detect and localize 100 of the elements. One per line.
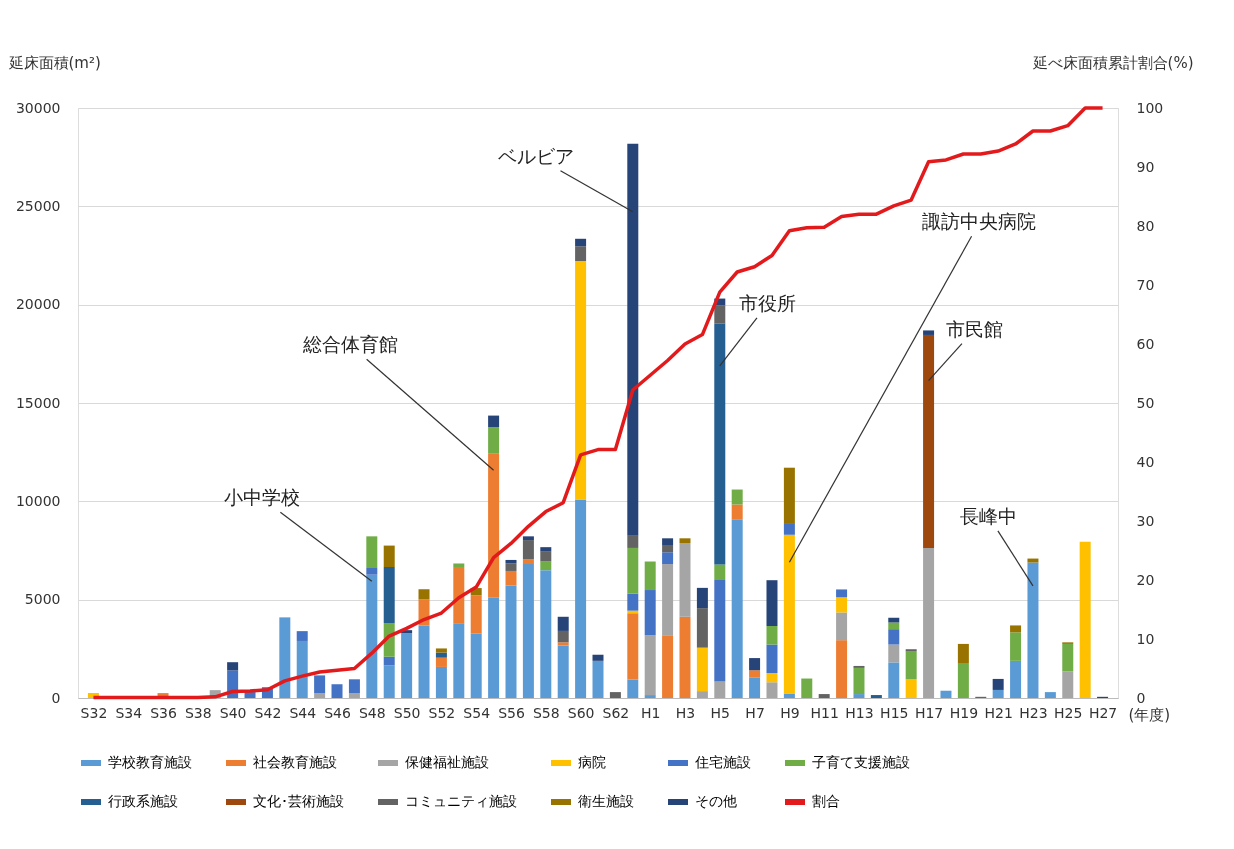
- x-tick-label: S38: [184, 704, 212, 721]
- bar: [783, 693, 795, 698]
- bar: [923, 334, 935, 548]
- bar: [540, 547, 552, 552]
- bar: [488, 415, 500, 428]
- x-tick-label: S46: [324, 704, 351, 721]
- bar: [870, 695, 882, 698]
- x-tick-label: S56: [498, 704, 525, 721]
- bar: [714, 681, 726, 698]
- bar: [905, 679, 917, 698]
- x-tick-label: S40: [219, 704, 247, 721]
- bar: [1010, 632, 1022, 661]
- legend-label: その他: [695, 793, 737, 809]
- y2-tick-label: 40: [1136, 453, 1155, 470]
- x-tick-label: S52: [428, 704, 456, 721]
- bar: [766, 626, 778, 645]
- bar: [923, 330, 935, 335]
- x-tick-label: H13: [845, 704, 874, 721]
- y2-tick-label: 60: [1136, 335, 1155, 352]
- bar: [627, 143, 639, 536]
- bar: [905, 651, 917, 680]
- y2-tick-label: 50: [1136, 394, 1155, 411]
- bar: [522, 559, 534, 565]
- bar: [662, 538, 674, 545]
- y2-tick-label: 70: [1136, 276, 1155, 293]
- y2-tick-label: 80: [1136, 217, 1155, 234]
- bar: [783, 534, 795, 694]
- bar: [435, 648, 447, 653]
- x-tick-label: S50: [393, 704, 421, 721]
- bar: [992, 678, 1004, 690]
- y-tick-label: 25000: [15, 197, 61, 214]
- legend-label: 病院: [578, 754, 606, 770]
- bar: [366, 568, 378, 575]
- bar: [296, 631, 308, 641]
- bar: [1062, 671, 1074, 698]
- bar: [714, 305, 726, 324]
- x-tick-label: S44: [289, 704, 317, 721]
- x-tick-label: S32: [80, 704, 108, 721]
- legend-label: 社会教育施設: [253, 754, 337, 770]
- bar: [557, 616, 569, 631]
- legend-label: 衛生施設: [578, 793, 634, 809]
- bar: [627, 547, 639, 594]
- x-tick-label: S36: [150, 704, 177, 721]
- x-tick-label: H27: [1088, 704, 1118, 721]
- bar: [470, 595, 482, 634]
- bar: [522, 564, 534, 698]
- y-axis-title: 延床面積(m²): [7, 53, 101, 72]
- x-tick-label: H5: [710, 704, 731, 721]
- x-tick-label: H1: [640, 704, 661, 721]
- bar: [540, 561, 552, 571]
- bar: [766, 580, 778, 627]
- bar: [401, 633, 413, 698]
- bar: [766, 673, 778, 683]
- legend-label: 保健福祉施設: [405, 754, 489, 770]
- bar: [575, 499, 587, 698]
- bar: [435, 652, 447, 658]
- bar: [696, 587, 708, 609]
- bar: [575, 246, 587, 262]
- bar: [470, 633, 482, 698]
- bar: [453, 567, 465, 624]
- annotation: 市役所: [739, 291, 797, 314]
- bar: [836, 597, 848, 613]
- bar: [836, 612, 848, 641]
- bar: [749, 658, 761, 671]
- bar: [314, 693, 326, 698]
- bar: [418, 625, 430, 698]
- bar: [644, 590, 656, 636]
- bar: [853, 667, 865, 695]
- bar: [662, 552, 674, 565]
- x-tick-label: H9: [780, 704, 800, 721]
- bar: [714, 323, 726, 565]
- x-tick-label: H17: [914, 704, 944, 721]
- y2-tick-label: 20: [1136, 571, 1155, 588]
- bar: [731, 489, 743, 505]
- bar: [696, 691, 708, 698]
- y2-tick-label: 100: [1136, 99, 1164, 116]
- bar: [801, 678, 813, 698]
- y-tick-label: 20000: [15, 296, 61, 313]
- bar: [696, 647, 708, 692]
- bar: [227, 662, 239, 671]
- bar: [783, 467, 795, 524]
- y-tick-label: 10000: [15, 492, 61, 509]
- bar: [679, 616, 691, 698]
- bar: [1044, 692, 1056, 698]
- x-tick-label: S58: [532, 704, 560, 721]
- bar: [940, 690, 952, 698]
- x-tick-label: H25: [1054, 704, 1083, 721]
- bar: [627, 679, 639, 698]
- bar: [627, 535, 639, 548]
- bar: [662, 544, 674, 553]
- bar: [348, 693, 360, 698]
- bar: [749, 677, 761, 698]
- bar: [540, 570, 552, 698]
- bar: [888, 622, 900, 630]
- bar: [731, 519, 743, 698]
- bar: [1079, 541, 1091, 698]
- bar: [383, 656, 395, 666]
- bar: [957, 662, 969, 698]
- bar: [383, 665, 395, 698]
- bar: [783, 523, 795, 535]
